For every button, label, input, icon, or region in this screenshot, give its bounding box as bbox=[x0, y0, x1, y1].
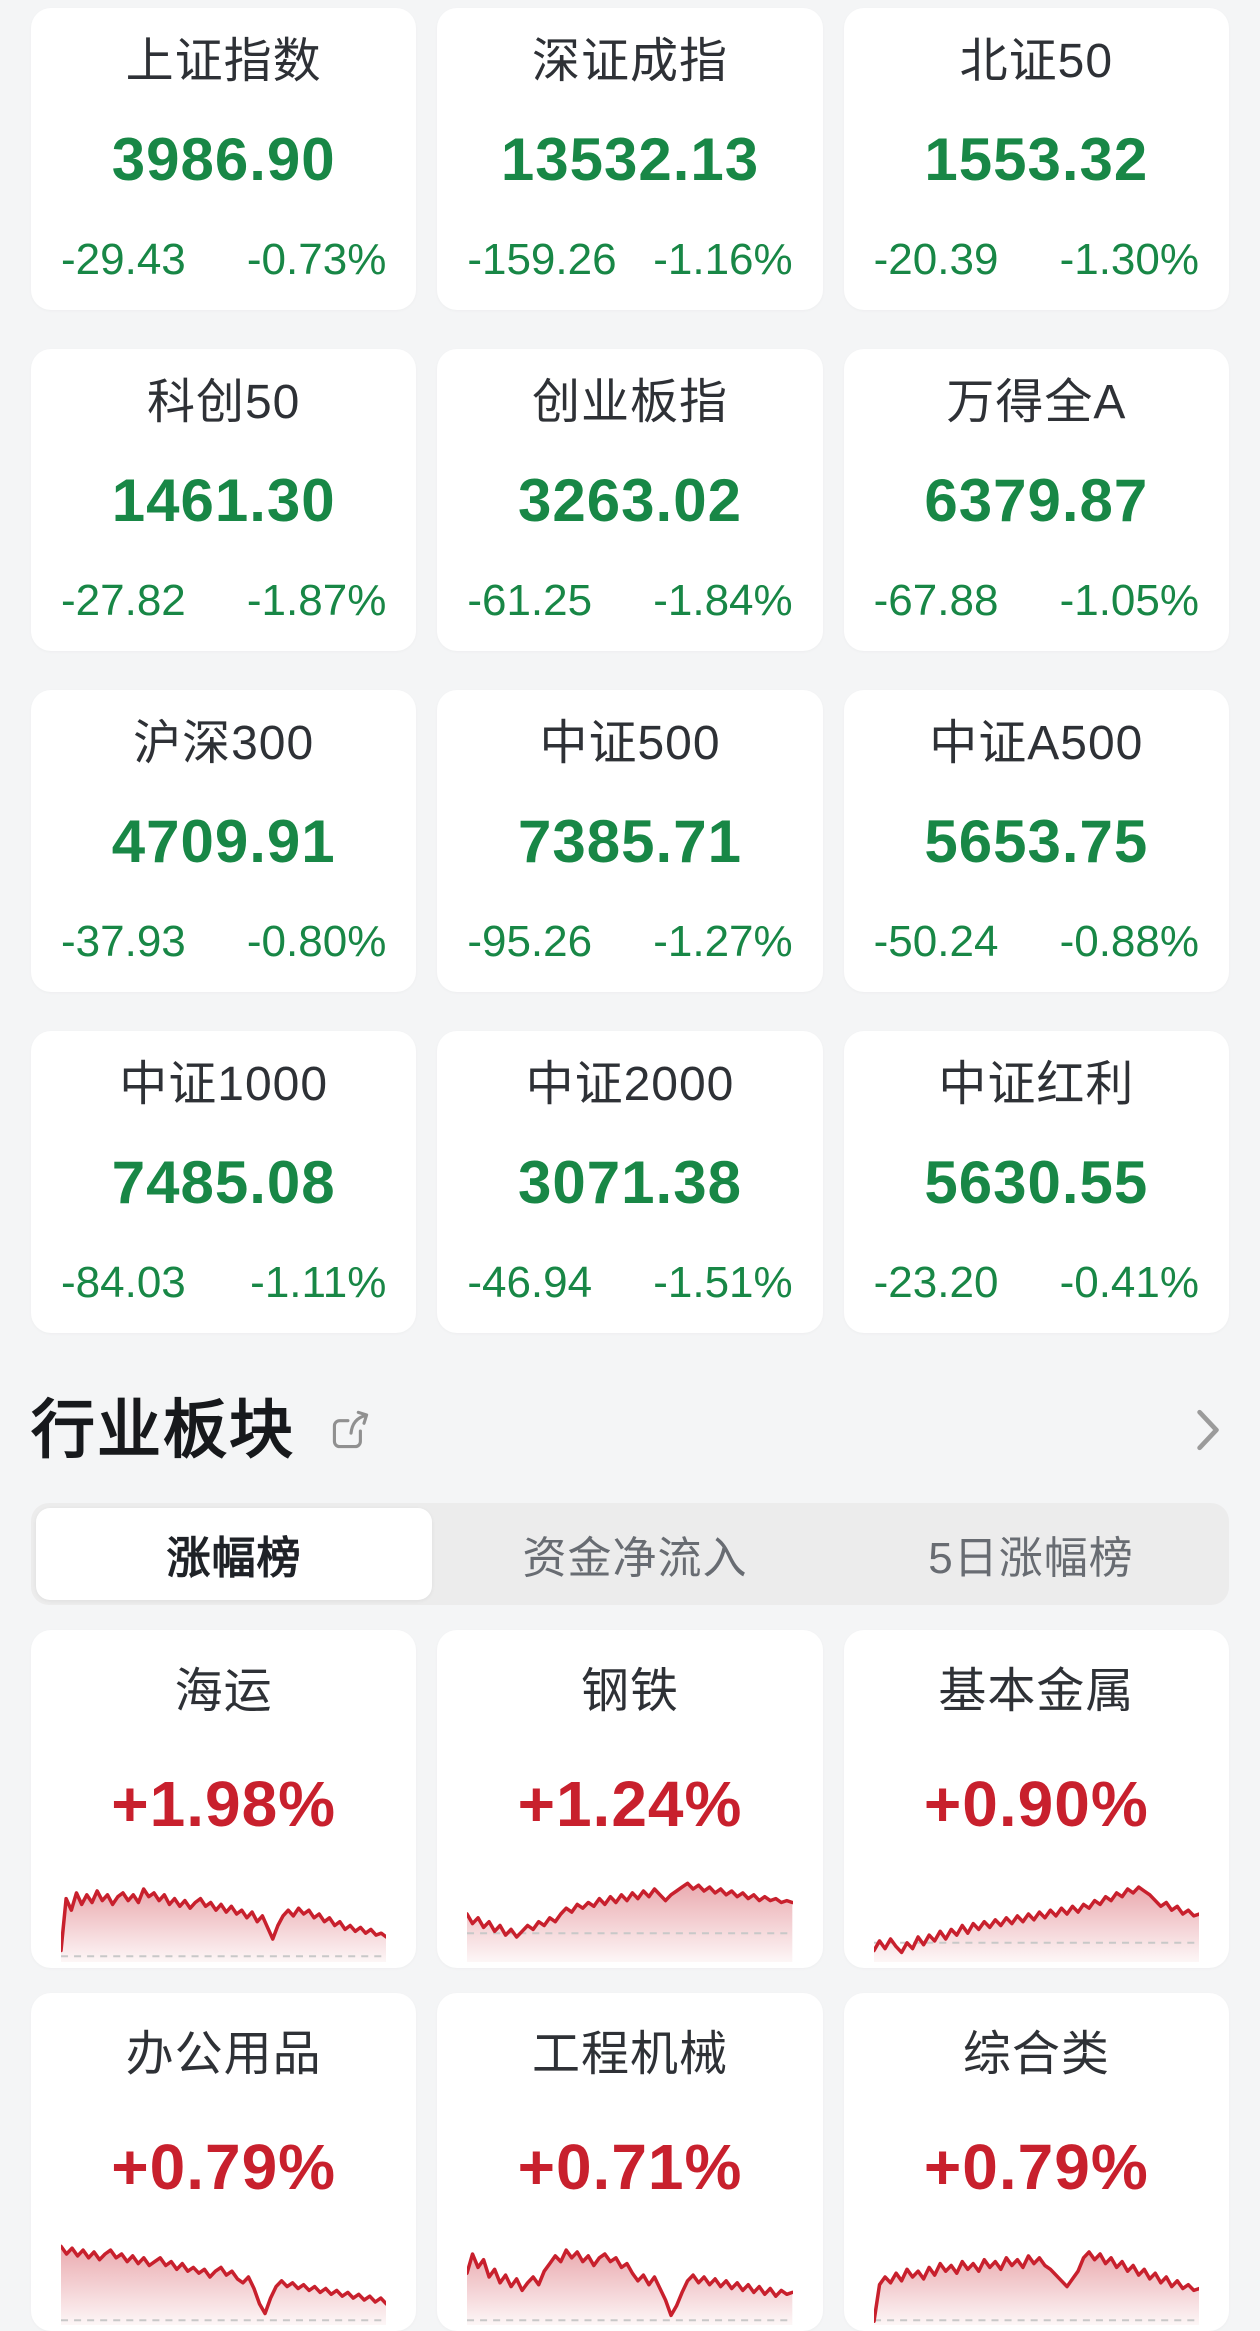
index-change-pct: -0.80% bbox=[246, 917, 387, 966]
index-change: -84.03 bbox=[61, 1258, 186, 1307]
index-change-pct: -1.51% bbox=[653, 1258, 793, 1307]
index-name: 万得全A bbox=[946, 376, 1127, 429]
index-change-pct: -0.88% bbox=[1059, 917, 1199, 966]
index-change-pct: -1.87% bbox=[246, 576, 387, 625]
index-value: 5653.75 bbox=[924, 808, 1149, 875]
index-card-grid: 上证指数 3986.90 -29.43 -0.73% 深证成指 13532.13 … bbox=[31, 8, 1229, 1333]
sector-tab-bar: 涨幅榜 资金净流入 5日涨幅榜 bbox=[31, 1503, 1229, 1605]
index-card[interactable]: 创业板指 3263.02 -61.25 -1.84% bbox=[437, 349, 823, 651]
sector-card[interactable]: 钢铁 +1.24% bbox=[437, 1630, 823, 1968]
index-name: 创业板指 bbox=[531, 376, 728, 429]
sector-card[interactable]: 海运 +1.98% bbox=[31, 1630, 417, 1968]
index-change: -95.26 bbox=[467, 917, 593, 966]
index-card[interactable]: 中证1000 7485.08 -84.03 -1.11% bbox=[31, 1031, 417, 1333]
share-icon[interactable] bbox=[323, 1403, 377, 1457]
index-name: 中证A500 bbox=[929, 717, 1144, 770]
index-value: 7485.08 bbox=[111, 1149, 336, 1216]
sector-change-pct: +0.79% bbox=[923, 2131, 1149, 2203]
sector-name: 钢铁 bbox=[580, 1665, 679, 1718]
index-card[interactable]: 北证50 1553.32 -20.39 -1.30% bbox=[843, 8, 1229, 310]
index-card[interactable]: 科创50 1461.30 -27.82 -1.87% bbox=[31, 349, 417, 651]
index-card[interactable]: 沪深300 4709.91 -37.93 -0.80% bbox=[31, 690, 417, 992]
sparkline-chart bbox=[873, 2250, 1199, 2325]
index-value: 1461.30 bbox=[111, 467, 336, 534]
index-card[interactable]: 中证A500 5653.75 -50.24 -0.88% bbox=[843, 690, 1229, 992]
index-name: 中证红利 bbox=[938, 1058, 1135, 1111]
sector-name: 工程机械 bbox=[531, 2028, 728, 2081]
index-value: 3986.90 bbox=[111, 126, 336, 193]
sector-name: 基本金属 bbox=[938, 1665, 1135, 1718]
index-change: -159.26 bbox=[467, 235, 617, 284]
index-change: -23.20 bbox=[873, 1258, 999, 1307]
section-title: 行业板块 bbox=[31, 1394, 295, 1466]
sector-card[interactable]: 工程机械 +0.71% bbox=[437, 1993, 823, 2331]
index-change-pct: -1.30% bbox=[1059, 235, 1199, 284]
sparkline-chart bbox=[61, 2244, 387, 2325]
sector-name: 海运 bbox=[174, 1665, 273, 1718]
index-change-pct: -0.73% bbox=[246, 235, 387, 284]
index-change: -37.93 bbox=[61, 917, 186, 966]
index-value: 3263.02 bbox=[518, 467, 742, 534]
index-name: 深证成指 bbox=[531, 35, 728, 88]
index-change: -27.82 bbox=[61, 576, 186, 625]
index-change-pct: -0.41% bbox=[1059, 1258, 1199, 1307]
index-change: -67.88 bbox=[873, 576, 999, 625]
index-name: 科创50 bbox=[146, 376, 301, 429]
sector-card[interactable]: 办公用品 +0.79% bbox=[31, 1993, 417, 2331]
index-value: 6379.87 bbox=[924, 467, 1149, 534]
sector-section-header: 行业板块 bbox=[31, 1395, 1229, 1465]
index-value: 13532.13 bbox=[500, 126, 760, 193]
index-name: 沪深300 bbox=[133, 717, 315, 770]
sector-change-pct: +1.98% bbox=[111, 1768, 337, 1840]
sparkline-chart bbox=[467, 2248, 793, 2325]
index-change-pct: -1.16% bbox=[653, 235, 793, 284]
index-value: 5630.55 bbox=[924, 1149, 1149, 1216]
chevron-right-icon[interactable] bbox=[1195, 1408, 1221, 1452]
index-change-pct: -1.05% bbox=[1059, 576, 1199, 625]
index-change: -46.94 bbox=[467, 1258, 593, 1307]
sparkline-chart bbox=[467, 1881, 793, 1962]
sector-card-grid: 海运 +1.98% 钢铁 +1.24% 基本金属 +0.90% 办公用品 +0.… bbox=[31, 1630, 1229, 2331]
sector-change-pct: +0.79% bbox=[111, 2131, 337, 2203]
index-card[interactable]: 中证红利 5630.55 -23.20 -0.41% bbox=[843, 1031, 1229, 1333]
sector-name: 办公用品 bbox=[125, 2028, 322, 2081]
index-name: 上证指数 bbox=[125, 35, 322, 88]
sector-change-pct: +1.24% bbox=[517, 1768, 743, 1840]
sector-name: 综合类 bbox=[962, 2028, 1110, 2081]
sector-change-pct: +0.90% bbox=[923, 1768, 1149, 1840]
index-card[interactable]: 上证指数 3986.90 -29.43 -0.73% bbox=[31, 8, 417, 310]
sector-card[interactable]: 综合类 +0.79% bbox=[843, 1993, 1229, 2331]
tab-gainers[interactable]: 涨幅榜 bbox=[36, 1508, 432, 1600]
index-card[interactable]: 中证2000 3071.38 -46.94 -1.51% bbox=[437, 1031, 823, 1333]
sparkline-chart bbox=[61, 1887, 387, 1962]
index-change-pct: -1.84% bbox=[653, 576, 793, 625]
sector-change-pct: +0.71% bbox=[517, 2131, 743, 2203]
index-name: 中证500 bbox=[539, 717, 721, 770]
index-name: 中证2000 bbox=[525, 1058, 735, 1111]
index-change: -20.39 bbox=[873, 235, 999, 284]
index-value: 4709.91 bbox=[111, 808, 336, 875]
index-change: -61.25 bbox=[467, 576, 593, 625]
index-value: 3071.38 bbox=[518, 1149, 742, 1216]
index-change: -29.43 bbox=[61, 235, 186, 284]
index-card[interactable]: 万得全A 6379.87 -67.88 -1.05% bbox=[843, 349, 1229, 651]
index-change-pct: -1.27% bbox=[653, 917, 793, 966]
index-change-pct: -1.11% bbox=[250, 1258, 387, 1307]
sector-card[interactable]: 基本金属 +0.90% bbox=[843, 1630, 1229, 1968]
index-change: -50.24 bbox=[873, 917, 999, 966]
index-card[interactable]: 中证500 7385.71 -95.26 -1.27% bbox=[437, 690, 823, 992]
tab-net-inflow[interactable]: 资金净流入 bbox=[522, 1534, 748, 1583]
sparkline-chart bbox=[873, 1885, 1199, 1962]
index-name: 中证1000 bbox=[119, 1058, 329, 1111]
tab-5day-gainers[interactable]: 5日涨幅榜 bbox=[928, 1534, 1134, 1583]
index-value: 1553.32 bbox=[924, 126, 1149, 193]
index-value: 7385.71 bbox=[518, 808, 742, 875]
index-card[interactable]: 深证成指 13532.13 -159.26 -1.16% bbox=[437, 8, 823, 310]
index-name: 北证50 bbox=[959, 35, 1114, 88]
